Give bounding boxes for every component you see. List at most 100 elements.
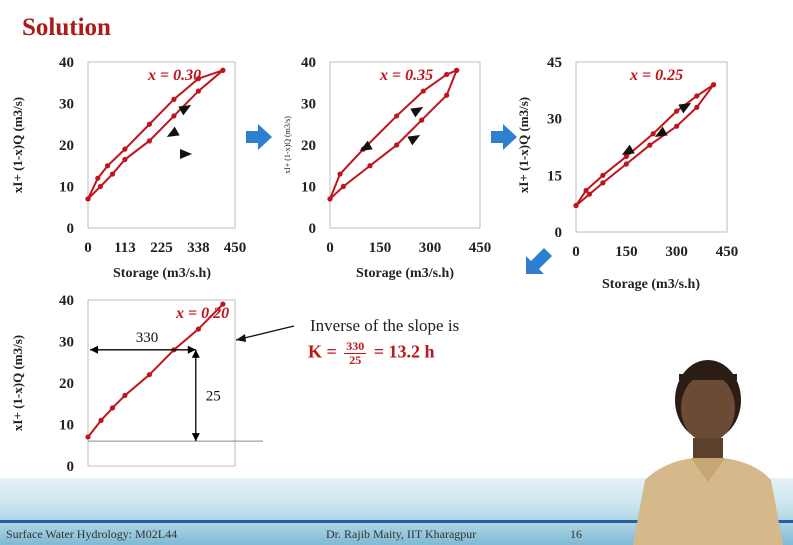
pointer-line: [235, 325, 295, 341]
x-tick-label: 150: [369, 240, 392, 256]
direction-arrow-icon: [359, 140, 373, 151]
direction-arrow-icon: [654, 126, 668, 137]
data-point: [105, 163, 111, 169]
y-tick-label: 40: [59, 293, 74, 309]
series-line: [87, 69, 224, 200]
y-tick-label: 20: [301, 138, 316, 154]
data-point: [195, 326, 202, 332]
data-point: [674, 108, 680, 114]
plot-frame: [87, 299, 236, 467]
dimension-label-horizontal: 330: [136, 330, 159, 346]
y-axis-label: xI+ (1-x)Q (m3/s): [10, 97, 25, 193]
y-tick-label: 20: [59, 138, 74, 154]
y-tick-label: 30: [59, 97, 74, 113]
data-point: [623, 153, 629, 160]
data-point: [98, 417, 104, 423]
data-point: [122, 392, 128, 399]
data-point: [122, 156, 128, 163]
direction-arrow-icon: [410, 107, 424, 118]
data-point: [146, 138, 153, 144]
y-tick-label: 45: [547, 55, 562, 71]
data-point: [195, 76, 202, 82]
data-point: [674, 123, 680, 129]
x-tick-label: 150: [615, 244, 638, 260]
y-tick-label: 40: [301, 55, 316, 71]
data-point: [394, 113, 400, 119]
data-point: [327, 196, 333, 202]
plot-frame: [329, 61, 481, 229]
data-point: [122, 146, 128, 152]
y-axis-label: xI+ (1-x)Q (m3/s): [10, 335, 25, 431]
x-tick-label: 338: [187, 240, 210, 256]
series-line: [575, 83, 715, 207]
slide-title: Solution: [22, 14, 111, 41]
arrowhead-icon: [187, 345, 196, 354]
data-point: [583, 187, 589, 194]
data-point: [195, 88, 202, 94]
chart-2: 0 150 300 450 0 10 20 30 40 Storage (m3/s.h) xI+ (…: [283, 55, 491, 281]
formula-fraction: 330 25: [344, 339, 367, 367]
direction-arrow-icon: [621, 144, 635, 155]
y-tick-label: 0: [67, 221, 75, 237]
data-point: [367, 163, 373, 169]
presenter-image: [633, 360, 783, 545]
y-tick-label: 10: [59, 418, 74, 434]
x-tick-label: 300: [419, 240, 442, 256]
x-tick-label: 113: [114, 240, 136, 256]
y-tick-label: 0: [555, 225, 563, 241]
formula-numerator: 330: [344, 339, 367, 354]
x-tick-label: 450: [224, 240, 247, 256]
data-point: [444, 71, 450, 78]
y-tick-label: 30: [59, 335, 74, 351]
page-number: 16: [570, 527, 582, 541]
direction-arrow-icon: [678, 103, 692, 114]
data-point: [109, 405, 116, 411]
data-point: [694, 104, 700, 110]
data-point: [95, 175, 101, 181]
chart-title: x = 0.35: [379, 67, 433, 84]
data-point: [623, 161, 629, 167]
y-tick-label: 0: [67, 459, 75, 475]
formula-lhs: K =: [308, 341, 337, 362]
x-tick-label: 450: [716, 244, 739, 260]
series-line: [87, 69, 224, 200]
data-point: [171, 113, 177, 119]
y-tick-label: 10: [59, 180, 74, 196]
data-point: [600, 172, 606, 178]
data-point: [337, 171, 343, 177]
chart-title: x = 0.30: [147, 67, 201, 84]
data-point: [647, 142, 653, 148]
data-point: [109, 171, 116, 177]
x-axis-label: Storage (m3/s.h): [113, 266, 211, 281]
chart-1: 0 113 225 338 450 0 10 20 30 40 Storage (m3/s.h) xI…: [10, 55, 246, 281]
y-tick-label: 10: [301, 180, 316, 196]
data-point: [171, 96, 177, 102]
direction-arrow-icon: [178, 105, 192, 116]
x-axis-label: Storage (m3/s.h): [602, 277, 700, 292]
arrowhead-icon: [191, 349, 200, 358]
formula: K = 330 25 = 13.2 h: [308, 340, 435, 367]
data-point: [420, 88, 426, 94]
data-point: [394, 142, 400, 148]
y-tick-label: 0: [309, 221, 317, 237]
footer-center: Dr. Rajib Maity, IIT Kharagpur: [326, 527, 477, 541]
footer-line: [0, 520, 793, 523]
data-point: [710, 82, 717, 88]
data-point: [444, 92, 450, 98]
x-tick-label: 0: [326, 240, 334, 256]
data-point: [220, 67, 226, 73]
y-tick-label: 15: [547, 168, 562, 184]
pointer-arrowhead-icon: [236, 334, 246, 342]
chart-3: 0 150 300 450 0 15 30 45 Storage (m3/s.h) xI+ (1-…: [516, 55, 738, 292]
data-point: [573, 202, 579, 209]
data-point: [85, 434, 91, 440]
x-tick-label: 0: [572, 244, 580, 260]
arrow-right-icon: [246, 124, 272, 150]
data-point: [454, 67, 460, 73]
x-axis-label: Storage (m3/s.h): [356, 266, 454, 281]
annotation-text: Inverse of the slope is: [310, 316, 460, 335]
x-tick-label: 225: [150, 240, 173, 256]
series-line: [87, 303, 224, 438]
data-point: [146, 121, 153, 127]
